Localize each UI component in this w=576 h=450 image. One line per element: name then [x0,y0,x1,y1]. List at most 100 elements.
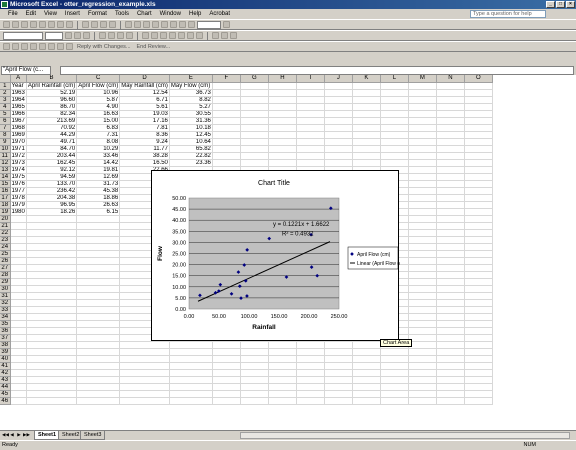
cell[interactable] [268,362,297,370]
chart-legend[interactable] [347,246,399,270]
cell[interactable] [26,306,78,314]
cell[interactable] [408,285,437,293]
cell[interactable] [464,215,493,223]
cell[interactable] [76,383,121,391]
cell[interactable] [76,264,121,272]
cell[interactable] [169,383,213,391]
cell[interactable] [10,250,27,258]
cell[interactable] [408,103,437,111]
align-left-icon[interactable] [99,32,106,39]
cell[interactable] [76,250,121,258]
review-icon[interactable] [30,43,37,50]
close-button[interactable]: × [566,1,575,8]
cell[interactable] [240,96,269,104]
cell[interactable] [324,159,353,167]
cell[interactable] [240,369,269,377]
maximize-button[interactable]: □ [556,1,565,8]
cell[interactable] [408,327,437,335]
cell[interactable] [464,348,493,356]
row-header[interactable]: 27 [0,264,11,272]
column-header[interactable]: H [268,75,297,83]
cell[interactable] [408,152,437,160]
cell[interactable] [324,390,353,398]
cell[interactable] [380,82,409,90]
row-header[interactable]: 40 [0,355,11,363]
cell[interactable] [324,117,353,125]
cut-icon[interactable] [82,21,89,28]
cell[interactable] [76,390,121,398]
horizontal-scrollbar[interactable] [240,432,570,439]
cell[interactable] [380,159,409,167]
cell[interactable] [268,131,297,139]
cell[interactable] [324,355,353,363]
row-header[interactable]: 5 [0,110,11,118]
cell[interactable] [436,173,465,181]
column-header[interactable]: C [76,75,121,83]
cell[interactable] [76,299,121,307]
cell[interactable] [408,341,437,349]
cell[interactable] [169,355,213,363]
cell[interactable] [464,124,493,132]
cell[interactable] [212,145,241,153]
cell[interactable] [464,376,493,384]
spelling-icon[interactable] [66,21,73,28]
cell[interactable] [408,166,437,174]
review-icon[interactable] [21,43,28,50]
cell[interactable]: 12.45 [169,131,213,139]
cell[interactable] [212,96,241,104]
cell[interactable] [436,348,465,356]
cell[interactable] [436,166,465,174]
cell[interactable] [26,320,78,328]
cell[interactable] [464,341,493,349]
cell[interactable] [212,369,241,377]
row-header[interactable]: 26 [0,257,11,265]
cell[interactable] [10,369,27,377]
cell[interactable] [169,390,213,398]
cell[interactable] [10,306,27,314]
format-painter-icon[interactable] [109,21,116,28]
column-header[interactable]: J [324,75,353,83]
currency-icon[interactable] [142,32,149,39]
cell[interactable] [324,376,353,384]
trendline-r2[interactable]: R² = 0.4932 [282,232,314,238]
cell[interactable] [240,131,269,139]
row-header[interactable]: 38 [0,341,11,349]
row-header[interactable]: 46 [0,397,11,405]
underline-icon[interactable] [83,32,90,39]
cell[interactable]: 1976 [10,180,27,188]
cell[interactable] [436,180,465,188]
cell[interactable] [436,250,465,258]
data-point[interactable] [237,284,242,288]
cell[interactable] [26,222,78,230]
cell[interactable] [464,243,493,251]
cell[interactable] [436,215,465,223]
end-review-button[interactable]: End Review... [136,43,171,50]
menu-format[interactable]: Format [87,11,107,17]
cell[interactable] [352,397,381,405]
cell[interactable] [408,348,437,356]
cell[interactable] [380,355,409,363]
cell[interactable]: 8.82 [169,96,213,104]
cell[interactable] [76,292,121,300]
cell[interactable] [26,229,78,237]
cell[interactable] [464,222,493,230]
cell[interactable] [10,292,27,300]
cell[interactable]: Year [10,82,27,90]
cell[interactable] [212,355,241,363]
cell[interactable] [296,355,325,363]
decrease-indent-icon[interactable] [187,32,194,39]
cell[interactable] [408,96,437,104]
cell[interactable]: 1964 [10,96,27,104]
cell[interactable] [436,117,465,125]
last-sheet-icon[interactable]: ▶▶ [23,432,30,437]
column-header[interactable]: O [464,75,493,83]
row-header[interactable]: 32 [0,299,11,307]
copy-icon[interactable] [91,21,98,28]
cell[interactable] [324,341,353,349]
cell[interactable] [408,376,437,384]
cell[interactable] [296,376,325,384]
cell[interactable] [324,145,353,153]
cell[interactable] [212,138,241,146]
cell[interactable] [26,376,78,384]
cell[interactable] [436,96,465,104]
